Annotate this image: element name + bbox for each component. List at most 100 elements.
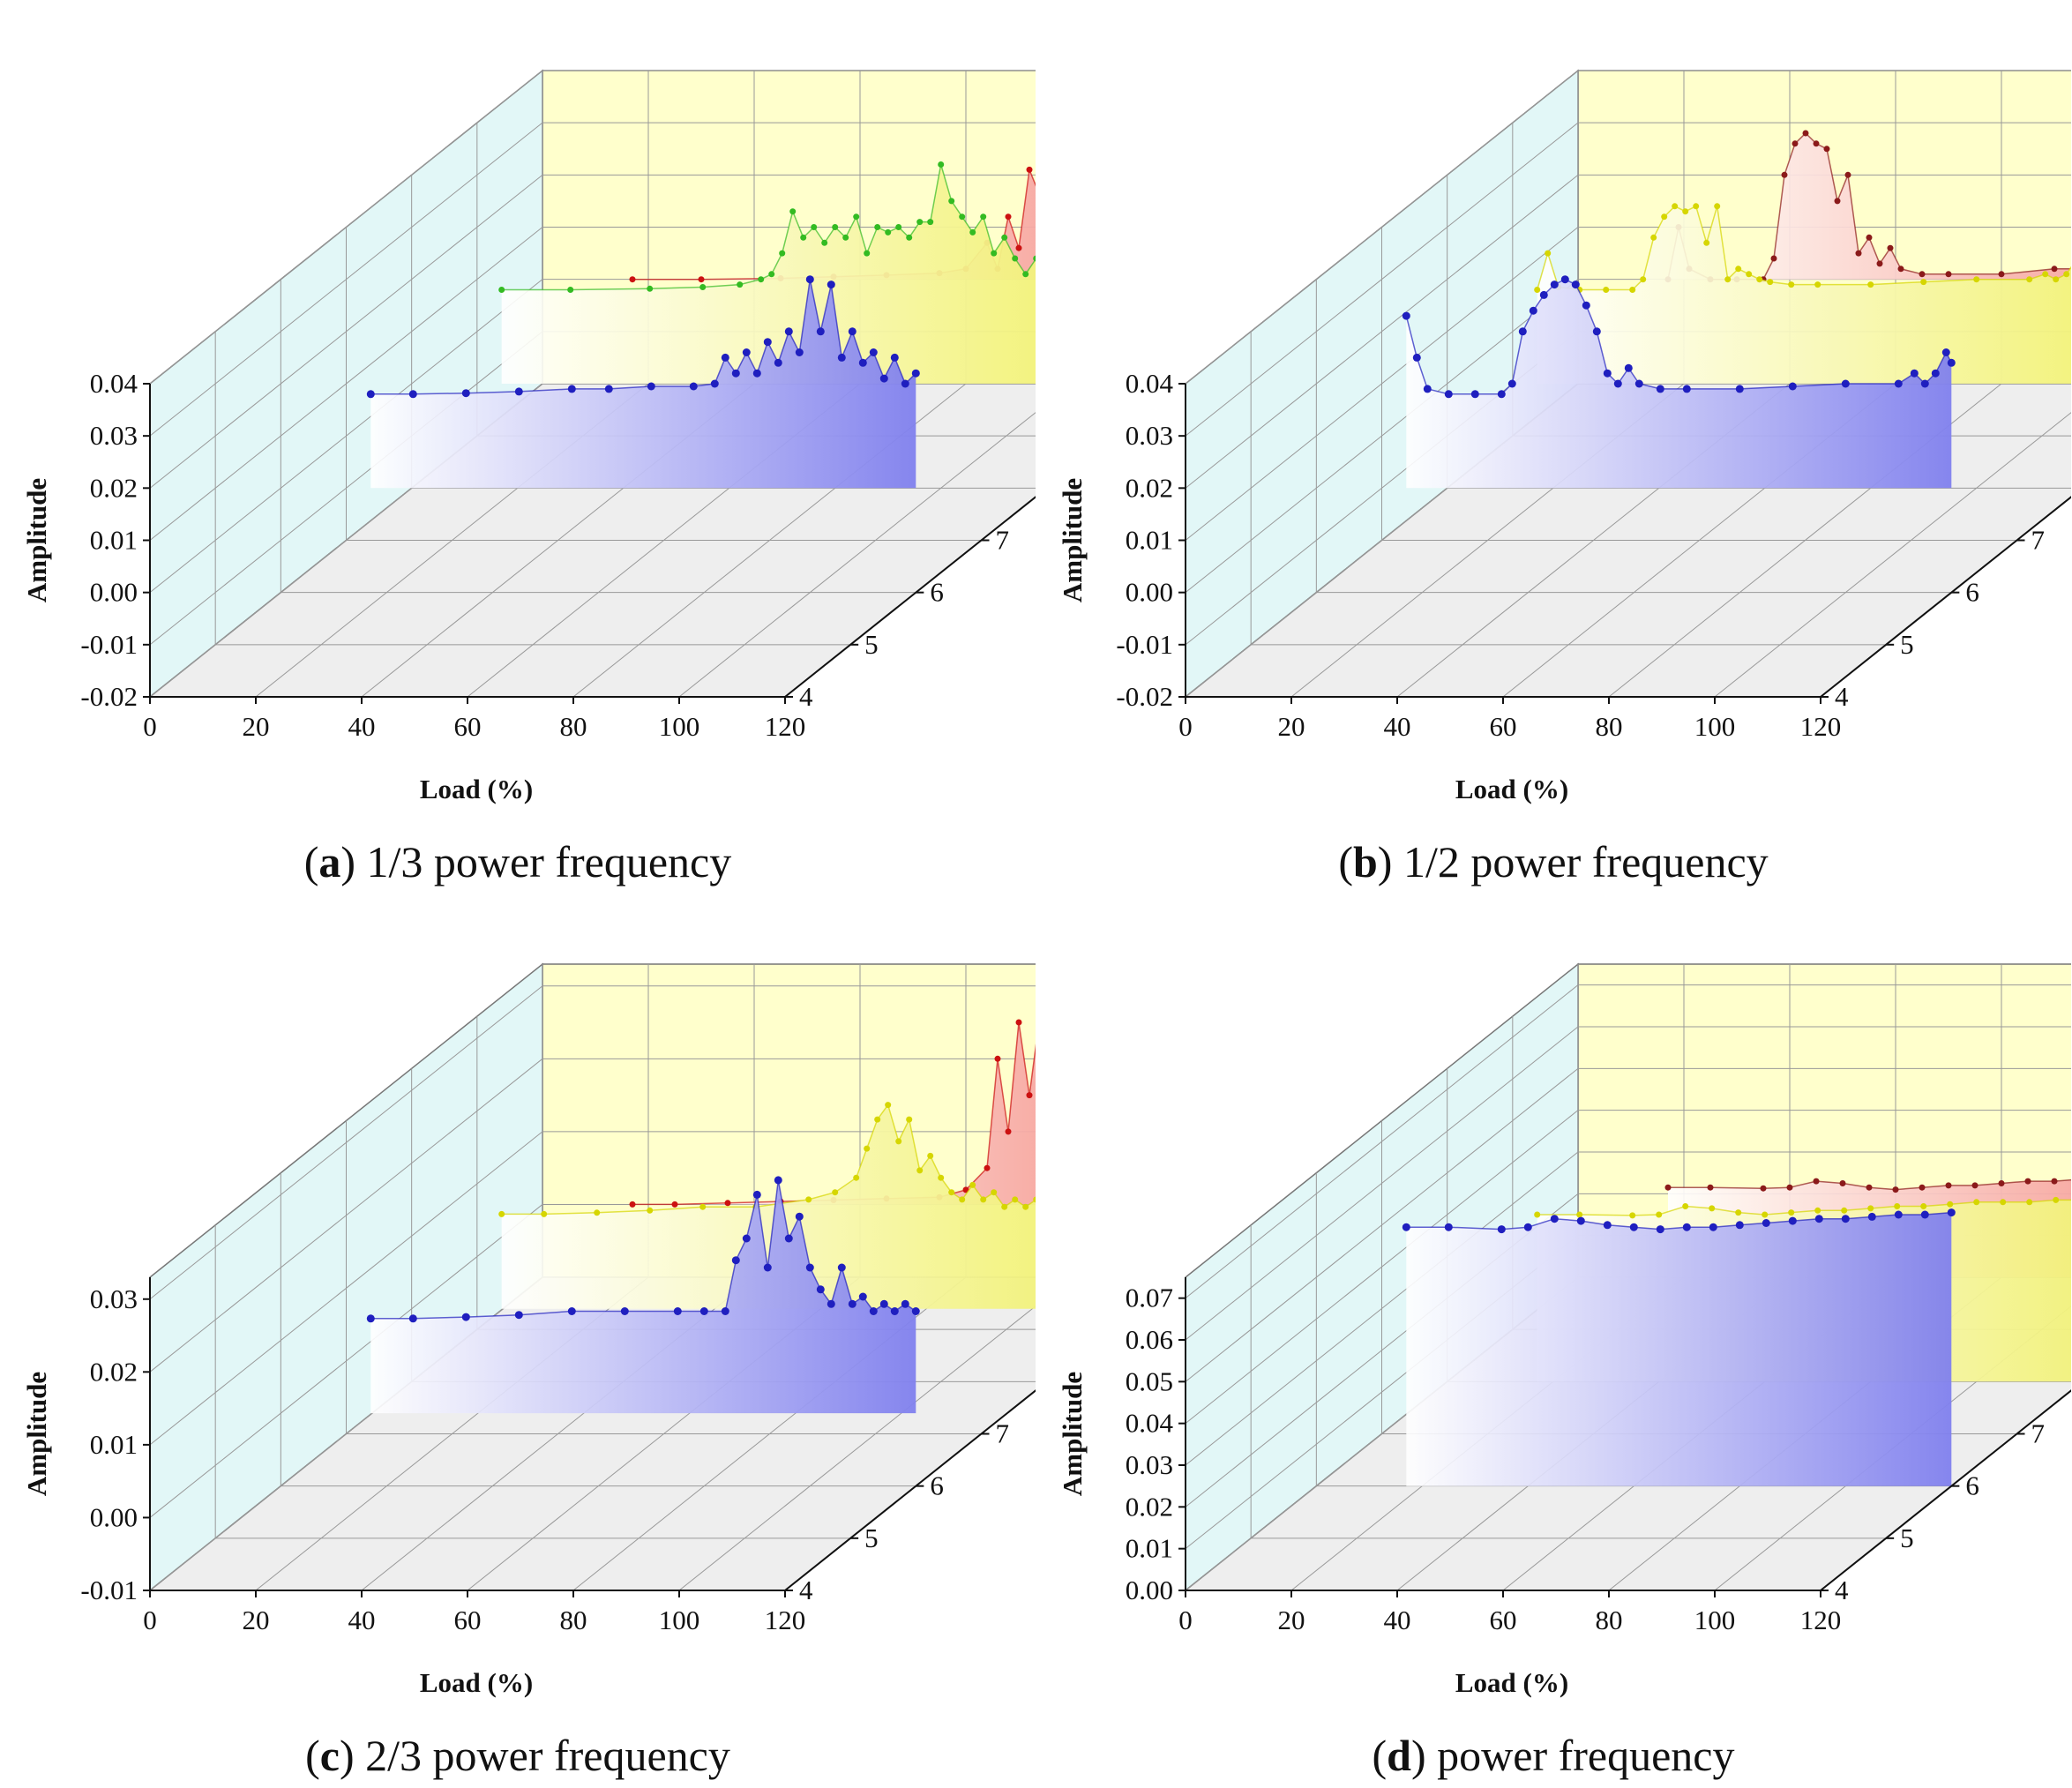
series-area-c-6 [370,1179,916,1414]
y-tick-label: 0.05 [1126,1365,1173,1396]
data-point [906,1116,913,1123]
chart-b-svg: 0 20 40 60 80 100 120 -0.02 -0.01 0.00 0.01 0.02 0.0… [1057,69,2071,804]
data-point [1560,275,1569,284]
y-tick-label: 0.00 [90,577,138,608]
data-point [1920,1210,1929,1219]
caption-a-label: a [318,837,341,887]
data-point [1005,213,1012,221]
data-point [1920,279,1927,286]
data-point [1550,1215,1559,1223]
data-point [969,228,976,236]
data-point [763,1263,772,1272]
data-point [1576,1216,1585,1225]
data-point [1947,1208,1956,1217]
caption-c-label: c [319,1731,340,1780]
data-point [629,276,636,283]
data-point [594,1209,601,1216]
data-point [994,1055,1001,1062]
data-point [1876,260,1883,267]
data-point [689,382,698,391]
data-point [832,1189,839,1196]
data-point [699,1203,707,1210]
series-area-a-8 [501,164,1036,384]
data-point [1001,1203,1008,1210]
data-point [1664,1184,1672,1191]
data-point [1894,379,1903,388]
x-axis-title: Load (%) [420,774,533,804]
data-point [927,1152,934,1159]
data-point [984,1164,991,1171]
data-point [864,250,871,257]
z-tick-label: 6 [1965,1470,1979,1501]
data-point [671,1201,678,1208]
caption-d-label: d [1387,1731,1411,1780]
y-tick-label: 0.07 [1126,1283,1173,1313]
z-tick-label: 7 [2031,525,2046,556]
data-point [916,1167,924,1174]
data-point [1802,130,1809,137]
data-point [1767,279,1774,286]
data-point [647,382,655,391]
data-point [1629,1212,1636,1219]
data-point [927,219,934,226]
data-point [1603,1221,1612,1230]
data-point [1947,1201,1954,1208]
y-axis-title: Amplitude [21,478,52,602]
data-point [1682,208,1689,215]
data-point [1571,281,1580,289]
data-point [1497,1225,1506,1234]
x-tick-label: 40 [1384,711,1411,742]
caption-a: (a) 1/3 power frequency [303,837,732,887]
data-point [1866,1184,1873,1191]
y-tick-label: -0.02 [80,681,138,712]
data-point [1582,301,1590,310]
data-point [1919,271,1926,278]
data-point [752,1190,761,1199]
data-point [498,287,505,293]
data-point [1788,1209,1795,1216]
data-point [567,1307,576,1315]
data-point [1867,281,1874,288]
data-point [1945,1182,1952,1189]
data-point [948,1189,955,1196]
data-point [827,281,835,289]
data-point [1735,1209,1742,1216]
y-tick-label: 0.02 [1126,472,1173,503]
x-tick-label: 120 [765,711,806,742]
data-point [1613,379,1622,388]
data-point [1012,255,1019,262]
data-point [1629,1223,1638,1231]
data-point [848,1299,856,1308]
x-tick-label: 60 [1490,1605,1517,1635]
x-tick-label: 100 [659,1605,700,1635]
series-area-b-10 [1668,133,2071,280]
data-point [514,1311,523,1320]
data-point [1412,353,1421,362]
chart-c-svg: 0 20 40 60 80 100 120 -0.01 0.00 0.01 0.02 0.03 4 5 6 7… [21,962,1036,1698]
y-tick-label: 0.04 [90,368,138,399]
data-point [752,369,761,378]
data-point [1534,287,1541,293]
data-point [1026,166,1033,173]
data-point [1703,239,1710,246]
data-point [784,327,793,336]
y-tick-label: 0.02 [1126,1491,1173,1522]
data-point [1735,266,1742,273]
data-point [1624,363,1633,372]
axes-b [1178,383,2071,704]
data-point [1693,203,1700,210]
data-point [789,208,797,215]
caption-d: (d) power frequency [1372,1731,1735,1780]
series-area-c-8 [501,1104,1036,1309]
y-tick-label: 0.03 [90,420,138,451]
data-point [879,1299,888,1308]
data-point [895,224,902,230]
z-tick-label: 4 [1835,681,1849,712]
data-point [1709,1205,1716,1212]
data-point [742,1234,751,1243]
z-tick-label: 5 [1900,1522,1914,1553]
data-point [1841,1207,1848,1214]
data-point [1550,281,1559,289]
data-point [911,369,920,378]
x-tick-label: 60 [454,711,482,742]
